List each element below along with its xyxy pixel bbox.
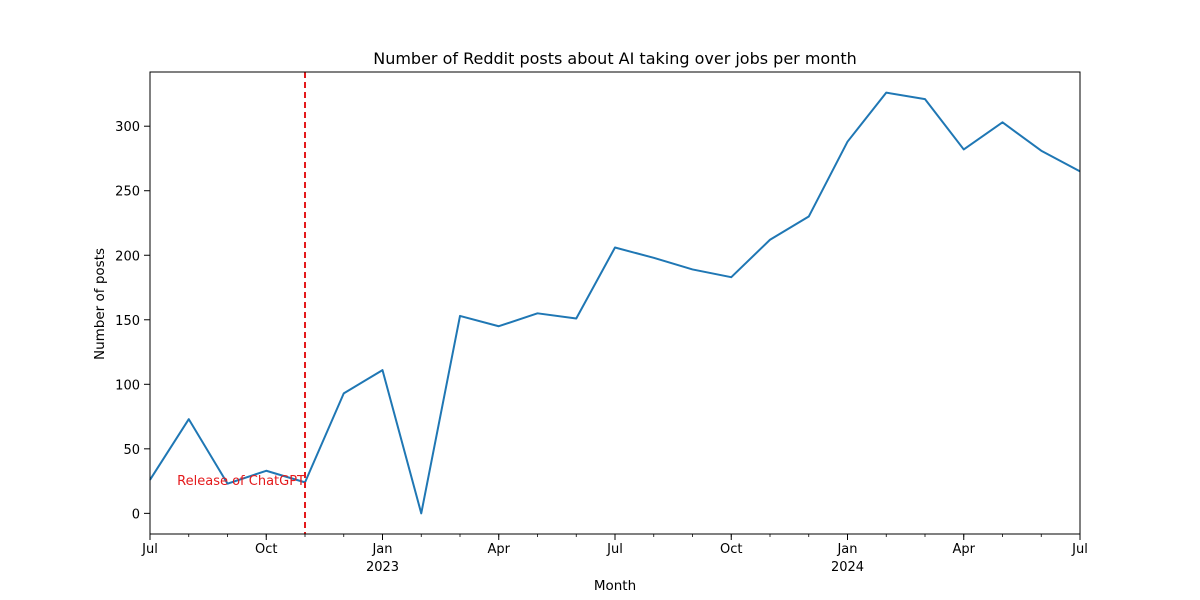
x-tick-label: Jan xyxy=(836,542,857,557)
axes-frame xyxy=(149,71,1081,535)
y-axis-title: Number of posts xyxy=(92,248,108,360)
x-tick-year-label: 2024 xyxy=(831,560,864,575)
y-tick-label: 300 xyxy=(115,120,140,135)
chatgpt-release-label: Release of ChatGPT xyxy=(177,474,305,489)
x-tick-label: Oct xyxy=(720,542,742,557)
y-tick-label: 200 xyxy=(115,249,140,264)
plot-area: Jul Oct Jan 2023 Apr Jul Oct Jan 2024 Apr Jul 0 50 10… xyxy=(115,71,1088,575)
x-tick-label: Jul xyxy=(141,542,158,557)
y-tick-label: 250 xyxy=(115,185,140,200)
x-tick-label: Jul xyxy=(1071,542,1088,557)
chart-title: Number of Reddit posts about AI taking o… xyxy=(373,49,857,68)
y-tick-label: 50 xyxy=(123,443,140,458)
x-axis-title: Month xyxy=(594,578,636,594)
x-tick-year-label: 2023 xyxy=(366,560,399,575)
x-tick-label: Apr xyxy=(488,542,511,557)
x-tick-label: Jan xyxy=(371,542,392,557)
y-tick-label: 0 xyxy=(132,507,140,522)
x-tick-label: Apr xyxy=(953,542,976,557)
y-tick-label: 100 xyxy=(115,378,140,393)
x-tick-label: Jul xyxy=(606,542,623,557)
y-tick-label: 150 xyxy=(115,314,140,329)
x-tick-label: Oct xyxy=(255,542,277,557)
